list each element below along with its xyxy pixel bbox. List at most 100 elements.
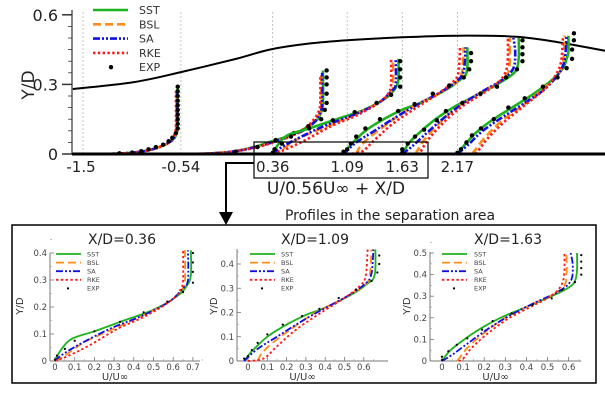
legend-label: BSL bbox=[474, 259, 486, 267]
sa-curve bbox=[271, 58, 398, 155]
exp-data-point bbox=[388, 92, 394, 98]
exp-data-point bbox=[395, 108, 401, 114]
exp-data-point bbox=[569, 56, 575, 62]
exp-data-point bbox=[412, 134, 418, 139]
legend-label: SA bbox=[139, 33, 154, 46]
sa-curve bbox=[342, 47, 467, 155]
panel-title: Profiles in the separation area bbox=[285, 208, 495, 224]
exp-data-point bbox=[466, 337, 469, 340]
exp-data-point bbox=[580, 254, 583, 257]
exp-data-point bbox=[571, 31, 577, 36]
exp-data-point bbox=[398, 75, 403, 80]
sst-curve bbox=[271, 58, 400, 155]
x-tick-label: 0.36 bbox=[256, 158, 289, 176]
subplot-x-tick-label: 0.4 bbox=[127, 363, 141, 373]
x-axis-title: U/0.56U∞ + X/D bbox=[267, 179, 405, 199]
subplot-y-tick-label: 0.4 bbox=[220, 260, 234, 270]
exp-data-point bbox=[175, 84, 180, 89]
subplot-y-tick-label: 0.1 bbox=[220, 333, 234, 343]
exp-data-point bbox=[478, 126, 484, 131]
rke-curve bbox=[474, 35, 565, 155]
exp-data-point bbox=[580, 273, 583, 276]
subplot-y-tick-label: 0.2 bbox=[220, 309, 234, 319]
exp-data-point bbox=[175, 112, 180, 117]
subplot-x-tick-label: 0.4 bbox=[520, 363, 534, 373]
sst-curve bbox=[243, 249, 377, 362]
rke-curve bbox=[54, 250, 185, 362]
exp-data-point bbox=[173, 130, 179, 136]
callout-arrow-line bbox=[225, 162, 254, 214]
rke-curve bbox=[416, 37, 510, 156]
y-axis-title: Y/D bbox=[19, 70, 39, 100]
sa-curve bbox=[441, 252, 574, 362]
y-tick-label: 0.6 bbox=[33, 6, 58, 25]
legend-label: EXP bbox=[87, 285, 100, 293]
exp-data-point bbox=[520, 45, 525, 50]
exp-data-point bbox=[480, 328, 484, 331]
profile-station bbox=[400, 37, 525, 156]
x-tick-label: -0.54 bbox=[162, 158, 201, 176]
subplot-y-tick-label: 0.4 bbox=[413, 271, 427, 281]
subplot-y-tick-label: 0.3 bbox=[220, 284, 234, 294]
subplot-x-axis-title: U/U∞ bbox=[289, 372, 315, 383]
exp-data-point bbox=[281, 323, 284, 326]
subplot-x-tick-label: 0.2 bbox=[477, 363, 491, 373]
legend-label: SST bbox=[281, 250, 293, 258]
legend-label: SA bbox=[474, 268, 483, 276]
exp-data-point bbox=[363, 126, 368, 131]
exp-data-point bbox=[324, 100, 329, 106]
subplot-y-tick-label: 0.5 bbox=[413, 249, 427, 259]
exp-data-point bbox=[378, 254, 381, 257]
exp-data-point bbox=[175, 93, 180, 99]
exp-data-point bbox=[354, 134, 359, 139]
exp-data-point bbox=[460, 100, 465, 106]
exp-data-point bbox=[464, 140, 469, 145]
legend-exp-marker bbox=[452, 287, 456, 290]
exp-data-point bbox=[322, 107, 328, 113]
exp-data-point bbox=[166, 300, 169, 303]
exp-data-point bbox=[288, 134, 294, 139]
exp-data-point bbox=[564, 65, 569, 71]
subplot-x-tick-label: 0.7 bbox=[186, 363, 200, 373]
subplot-x-tick-label: 0.2 bbox=[280, 363, 294, 373]
exp-data-point bbox=[510, 312, 513, 315]
exp-data-point bbox=[330, 118, 336, 123]
x-tick-label: 2.17 bbox=[441, 158, 474, 176]
legend-label: EXP bbox=[139, 61, 160, 74]
exp-data-point bbox=[400, 147, 405, 152]
subplot-y-tick-label: 0.1 bbox=[33, 330, 47, 340]
bsl-curve bbox=[355, 47, 466, 155]
legend-exp-marker bbox=[108, 65, 114, 70]
subplot-x-tick-label: 0.6 bbox=[357, 363, 371, 373]
exp-data-point bbox=[255, 144, 260, 150]
subplot-y-axis-title: Y/D bbox=[15, 297, 26, 315]
exp-data-point bbox=[503, 75, 509, 80]
exp-data-point bbox=[440, 358, 444, 362]
exp-data-point bbox=[146, 147, 151, 152]
exp-data-point bbox=[191, 261, 194, 264]
exp-data-point bbox=[571, 38, 577, 43]
legend-label: RKE bbox=[87, 276, 100, 284]
arrow-down-icon bbox=[219, 212, 233, 225]
exp-data-point bbox=[175, 107, 180, 113]
exp-data-point bbox=[344, 147, 350, 152]
sa-curve bbox=[243, 249, 375, 362]
main-velocity-profile-chart: 0 0.3 0.6 Y/D -1.5 -0.54 0.36 1.09 1.63 2.17 U/0.5… bbox=[19, 4, 605, 199]
exp-data-point bbox=[273, 137, 278, 143]
exp-data-point bbox=[491, 117, 496, 122]
exp-data-point bbox=[324, 82, 329, 87]
bsl-curve bbox=[413, 37, 512, 155]
upper-wall-curve bbox=[72, 34, 605, 90]
exp-data-point bbox=[175, 121, 180, 127]
subplot-x-tick-label: 0.1 bbox=[261, 363, 275, 373]
rke-curve bbox=[346, 47, 462, 156]
subplot-y-tick-label: 0.3 bbox=[413, 292, 427, 302]
subplot-x-tick-label: 0.3 bbox=[499, 363, 513, 373]
exp-data-point bbox=[520, 59, 525, 64]
exp-data-point bbox=[266, 333, 269, 336]
subplot-y-axis-title: Y/D bbox=[209, 297, 220, 315]
exp-data-point bbox=[191, 251, 194, 255]
separation-callout: Profiles in the separation area bbox=[11, 141, 597, 384]
